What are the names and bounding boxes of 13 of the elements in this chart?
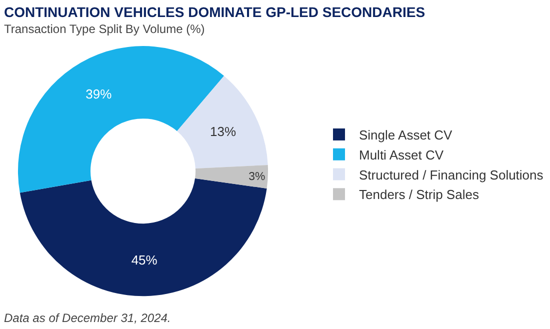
donut-slice <box>177 76 268 169</box>
legend-label: Single Asset CV <box>359 128 453 143</box>
data-label: 13% <box>210 124 237 140</box>
legend-label: Multi Asset CV <box>359 147 444 162</box>
chart-subtitle: Transaction Type Split By Volume (%) <box>4 22 205 36</box>
text: Data as of December 31, 2024. <box>4 311 171 325</box>
donut-slice <box>194 164 268 188</box>
data-label: 45% <box>131 252 158 268</box>
data-label: 39% <box>86 86 112 102</box>
chart-title: CONTINUATION VEHICLES DOMINATE GP-LED SECONDARIES <box>4 4 426 20</box>
legend-label: Tenders / Strip Sales <box>359 187 480 202</box>
data-label: 3% <box>248 171 266 184</box>
legend-label: Structured / Financing Solutions <box>359 167 544 182</box>
